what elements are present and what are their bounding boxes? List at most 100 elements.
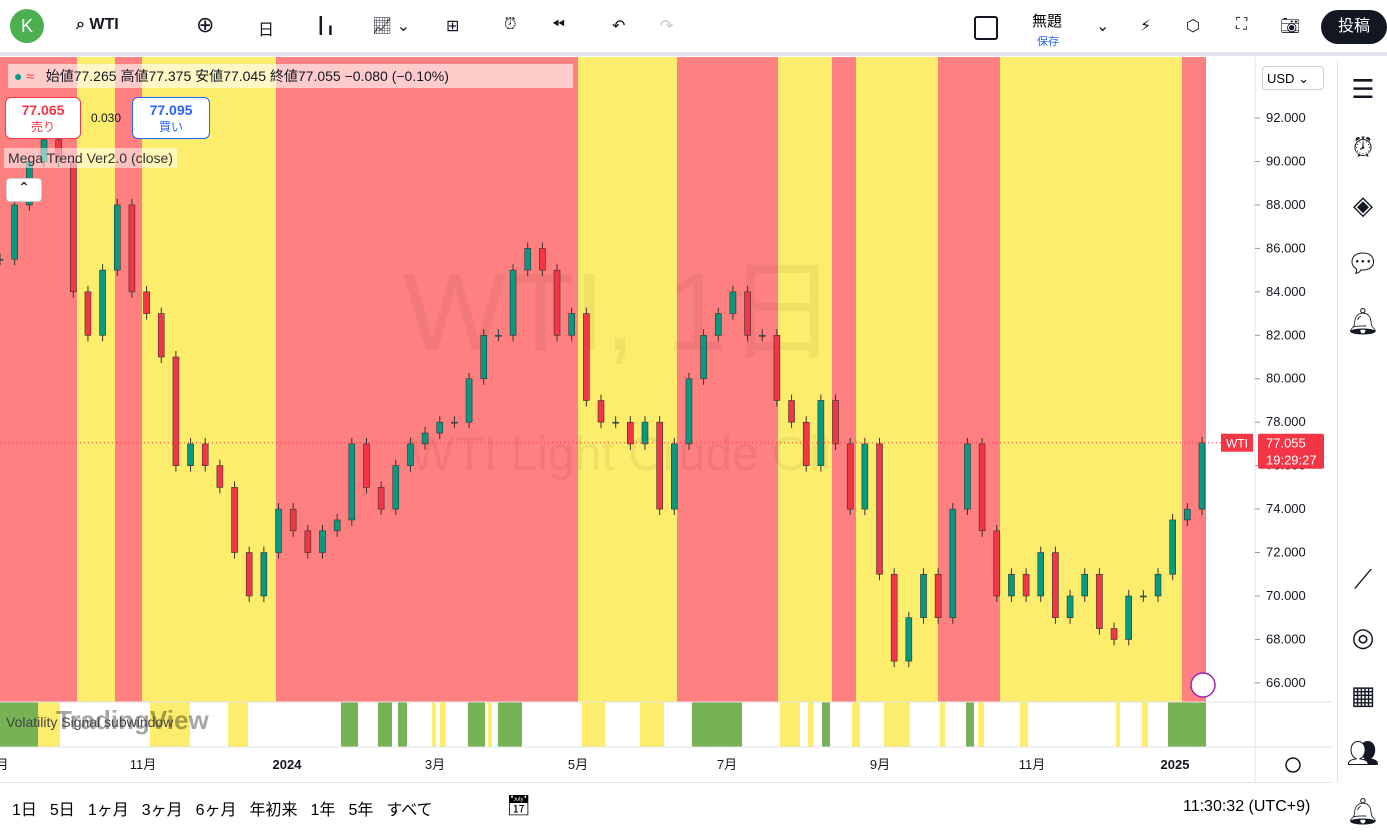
price-tag-bg [1258, 433, 1324, 469]
spread: 0.030 [91, 111, 122, 125]
y-tick-label: 84.000 [1266, 284, 1306, 299]
symbol-search[interactable]: ⌕ WTI [76, 16, 119, 33]
publish-button[interactable]: 投稿 [1321, 10, 1387, 44]
range-button[interactable]: 1ヶ月 [87, 802, 129, 819]
alert[interactable]: ⏰︎ [504, 16, 517, 33]
candle [641, 421, 649, 445]
x-tick-label: 2024 [273, 757, 303, 772]
candle [495, 334, 502, 337]
candle [714, 313, 722, 336]
calendar[interactable]: ▦ [1350, 680, 1376, 710]
range-button[interactable]: 1日 [12, 802, 37, 819]
layout-menu[interactable]: ⌄ [1096, 18, 1110, 35]
chart-type[interactable]: ┃╻ [316, 18, 336, 35]
save-status: 保存 [1037, 36, 1059, 48]
candle [920, 573, 927, 619]
open-label: 始値 [45, 68, 74, 84]
snapshot[interactable]: 📷︎ [1280, 18, 1301, 35]
candle [99, 269, 106, 336]
collapse-legend[interactable]: ⌃ [6, 178, 42, 202]
chat[interactable]: 💬︎ [1346, 248, 1380, 278]
candle [700, 334, 707, 380]
candle [656, 421, 663, 510]
go-to-date[interactable]: 📅︎ [506, 795, 532, 817]
layouts[interactable]: ⊞ [446, 18, 460, 35]
candle [627, 421, 634, 445]
y-tick-label: 78.000 [1266, 414, 1306, 429]
candle [172, 356, 180, 466]
signal-block [808, 702, 814, 747]
signal-block [341, 702, 358, 747]
range-button[interactable]: 6ヶ月 [195, 802, 237, 819]
signal-block [940, 702, 945, 747]
signal-block [978, 702, 984, 747]
sell-button[interactable]: 77.065 売り [5, 97, 81, 139]
indicators[interactable]: 📈︎ ⌄ [372, 18, 411, 35]
drawing[interactable]: ⟋ [1353, 564, 1373, 594]
replay[interactable]: ⏪︎ [552, 16, 565, 33]
candle [1066, 595, 1074, 619]
y-tick-label: 88.000 [1266, 197, 1306, 212]
candle [890, 573, 898, 662]
signal-block [884, 702, 910, 747]
candle [1008, 573, 1015, 597]
signal-block [1116, 702, 1120, 747]
sell-label: 売り [30, 120, 55, 134]
quick-search[interactable]: ⚡︎ [1140, 18, 1152, 35]
signal-block [378, 702, 392, 747]
range-button[interactable]: すべて [386, 802, 433, 819]
candle [1081, 573, 1089, 597]
candle [1110, 628, 1118, 640]
y-tick-label: 70.000 [1266, 588, 1306, 603]
signal-block [38, 702, 60, 747]
x-tick-label: 2025 [1161, 757, 1190, 772]
candle [363, 443, 370, 488]
community[interactable]: 👥︎ [1346, 738, 1380, 768]
candle [1140, 595, 1147, 598]
lightning-button[interactable] [1190, 672, 1216, 698]
notifications[interactable]: 🔔︎ [1346, 306, 1380, 336]
signal-block [822, 702, 830, 747]
candle [392, 465, 400, 510]
layout-name[interactable]: 無題 [1032, 13, 1063, 30]
target[interactable]: ◎ [1351, 622, 1375, 652]
candle [304, 530, 312, 553]
candle [451, 421, 458, 424]
range-button[interactable]: 1年 [310, 802, 336, 819]
alerts[interactable]: ⏰︎ [1352, 132, 1374, 162]
trend-band [276, 57, 578, 702]
avatar[interactable]: K [10, 9, 44, 43]
candle [788, 400, 795, 423]
range-button[interactable]: 5日 [49, 802, 75, 819]
ohlc-legend: ● ≈ 始値77.265 高値77.375 安値77.045 終値77.055 … [8, 64, 573, 88]
redo[interactable]: ↷ [660, 18, 674, 35]
fullscreen-toggle[interactable] [974, 16, 998, 40]
y-tick-label: 90.000 [1266, 153, 1306, 168]
candle [245, 552, 253, 597]
buy-label: 買い [158, 120, 183, 134]
range-button[interactable]: 5年 [348, 802, 374, 819]
bell[interactable]: 🔔︎ [1346, 796, 1380, 826]
range-button[interactable]: 年初来 [249, 802, 298, 819]
settings[interactable]: ⬡ [1186, 18, 1200, 35]
currency-select[interactable]: USD ⌄ [1262, 66, 1324, 90]
candle [949, 508, 957, 619]
buy-button[interactable]: 77.095 買い [132, 97, 210, 139]
time-settings[interactable] [1285, 757, 1301, 773]
add-symbol[interactable]: ⊕ [196, 12, 215, 37]
signal-block [1020, 702, 1028, 747]
candle [113, 204, 121, 271]
signal-block [640, 702, 664, 747]
candle [685, 378, 693, 445]
candle [729, 291, 737, 314]
interval[interactable]: 日 [258, 22, 275, 39]
layers[interactable]: ◈ [1353, 190, 1373, 220]
fullscreen[interactable]: ⛶ [1236, 16, 1248, 33]
range-button[interactable]: 3ヶ月 [141, 802, 183, 819]
undo[interactable]: ↶ [612, 18, 626, 35]
candle [1154, 573, 1162, 597]
sell-price: 77.065 [21, 102, 65, 118]
trend-band [938, 57, 1000, 702]
watchlist[interactable]: ☰ [1351, 74, 1375, 104]
